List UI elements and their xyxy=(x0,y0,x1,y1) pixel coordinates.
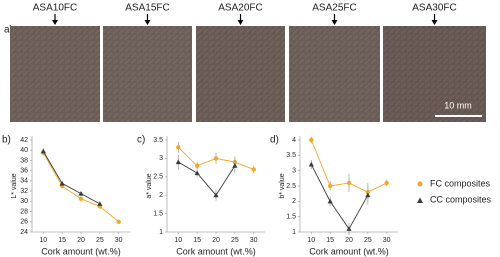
point xyxy=(176,145,181,150)
point xyxy=(308,161,314,167)
legend-marker xyxy=(417,181,423,187)
y-tick-label: 40 xyxy=(20,147,28,154)
y-tick-label: 1 xyxy=(292,229,296,236)
arrow-head xyxy=(52,20,58,25)
x-tick-label: 10 xyxy=(174,237,182,244)
y-tick-label: 3 xyxy=(159,155,163,162)
point xyxy=(251,167,256,172)
x-tick-label: 30 xyxy=(115,237,123,244)
panel-label: a) xyxy=(4,25,13,36)
sample-label: ASA25FC xyxy=(312,3,356,14)
point xyxy=(213,192,219,198)
x-tick-label: 20 xyxy=(77,237,85,244)
y-tick-label: 1.5 xyxy=(286,214,296,221)
y-tick-label: 1 xyxy=(159,229,163,236)
sample-texture xyxy=(196,26,285,122)
point xyxy=(384,180,389,186)
series-line xyxy=(178,161,236,196)
y-tick-label: 2 xyxy=(292,198,296,205)
sample-texture xyxy=(289,26,380,122)
x-tick-label: 20 xyxy=(212,237,220,244)
point xyxy=(327,198,333,204)
panel-label: b) xyxy=(2,135,11,146)
point xyxy=(365,192,371,198)
arrow-head xyxy=(144,20,151,25)
photo-panel: ASA10FC ASA15FC ASA20FC ASA25FC ASA30FC xyxy=(10,3,486,122)
y-tick-label: 24 xyxy=(20,229,28,236)
point xyxy=(309,137,314,143)
y-tick-label: 30 xyxy=(20,198,28,205)
sample-texture xyxy=(10,26,100,122)
x-tick-label: 15 xyxy=(58,237,66,244)
y-tick-label: 1.5 xyxy=(153,210,163,217)
sample-label: ASA20FC xyxy=(218,3,262,14)
point xyxy=(194,170,200,176)
y-axis-label: b* value xyxy=(279,173,286,198)
series-line xyxy=(42,152,119,223)
point xyxy=(232,163,238,168)
sample-texture xyxy=(103,26,192,122)
y-tick-label: 34 xyxy=(20,178,28,185)
y-axis-label: L* value xyxy=(11,173,18,198)
point xyxy=(213,156,219,161)
scale-bar-label: 10 mm xyxy=(444,100,472,110)
x-tick-label: 20 xyxy=(345,237,353,244)
y-tick-label: 4 xyxy=(292,137,296,144)
arrow-head xyxy=(431,20,438,25)
series-line xyxy=(310,164,369,230)
point xyxy=(194,163,200,168)
x-axis-label: Cork amount (wt.%) xyxy=(41,246,121,256)
point xyxy=(346,226,352,231)
legend-label: FC composites xyxy=(430,178,491,188)
point xyxy=(116,219,121,224)
sample-label: ASA15FC xyxy=(125,3,169,14)
y-tick-label: 26 xyxy=(20,219,28,226)
x-tick-label: 15 xyxy=(193,237,201,244)
x-axis-label: Cork amount (wt.%) xyxy=(176,246,256,256)
point xyxy=(78,196,84,201)
point xyxy=(327,183,333,189)
x-tick-label: 25 xyxy=(364,237,372,244)
arrow-head xyxy=(331,20,338,25)
point xyxy=(97,201,103,206)
panel-label: d) xyxy=(270,135,279,146)
x-tick-label: 25 xyxy=(231,237,239,244)
arrow-head xyxy=(237,20,244,25)
y-axis-label: a* value xyxy=(146,173,153,198)
sample-texture xyxy=(383,26,486,122)
y-tick-label: 3.5 xyxy=(153,137,163,144)
series-line xyxy=(42,151,101,205)
y-tick-label: 32 xyxy=(20,188,28,195)
x-tick-label: 10 xyxy=(307,237,315,244)
point xyxy=(59,180,65,186)
x-tick-label: 15 xyxy=(326,237,334,244)
sample-label: ASA30FC xyxy=(412,3,456,14)
x-axis-label: Cork amount (wt.%) xyxy=(309,246,389,256)
panel-label: c) xyxy=(137,135,145,146)
point xyxy=(78,191,84,196)
y-tick-label: 2 xyxy=(159,192,163,199)
y-tick-label: 3 xyxy=(292,168,296,175)
y-tick-label: 36 xyxy=(20,168,28,175)
y-tick-label: 2.5 xyxy=(153,174,163,181)
legend-marker xyxy=(417,197,423,203)
x-tick-label: 25 xyxy=(96,237,104,244)
point xyxy=(40,148,46,154)
sample-label: ASA10FC xyxy=(33,3,77,14)
x-tick-label: 30 xyxy=(383,237,391,244)
x-tick-label: 10 xyxy=(39,237,47,244)
y-tick-label: 42 xyxy=(20,137,28,144)
y-tick-label: 28 xyxy=(20,208,28,215)
y-tick-label: 3.5 xyxy=(286,152,296,159)
y-tick-label: 38 xyxy=(20,157,28,164)
point xyxy=(346,180,352,186)
x-tick-label: 30 xyxy=(250,237,258,244)
legend: FC composites CC composites xyxy=(417,178,492,204)
point xyxy=(175,159,181,165)
legend-label: CC composites xyxy=(430,194,492,204)
y-tick-label: 2.5 xyxy=(286,183,296,190)
